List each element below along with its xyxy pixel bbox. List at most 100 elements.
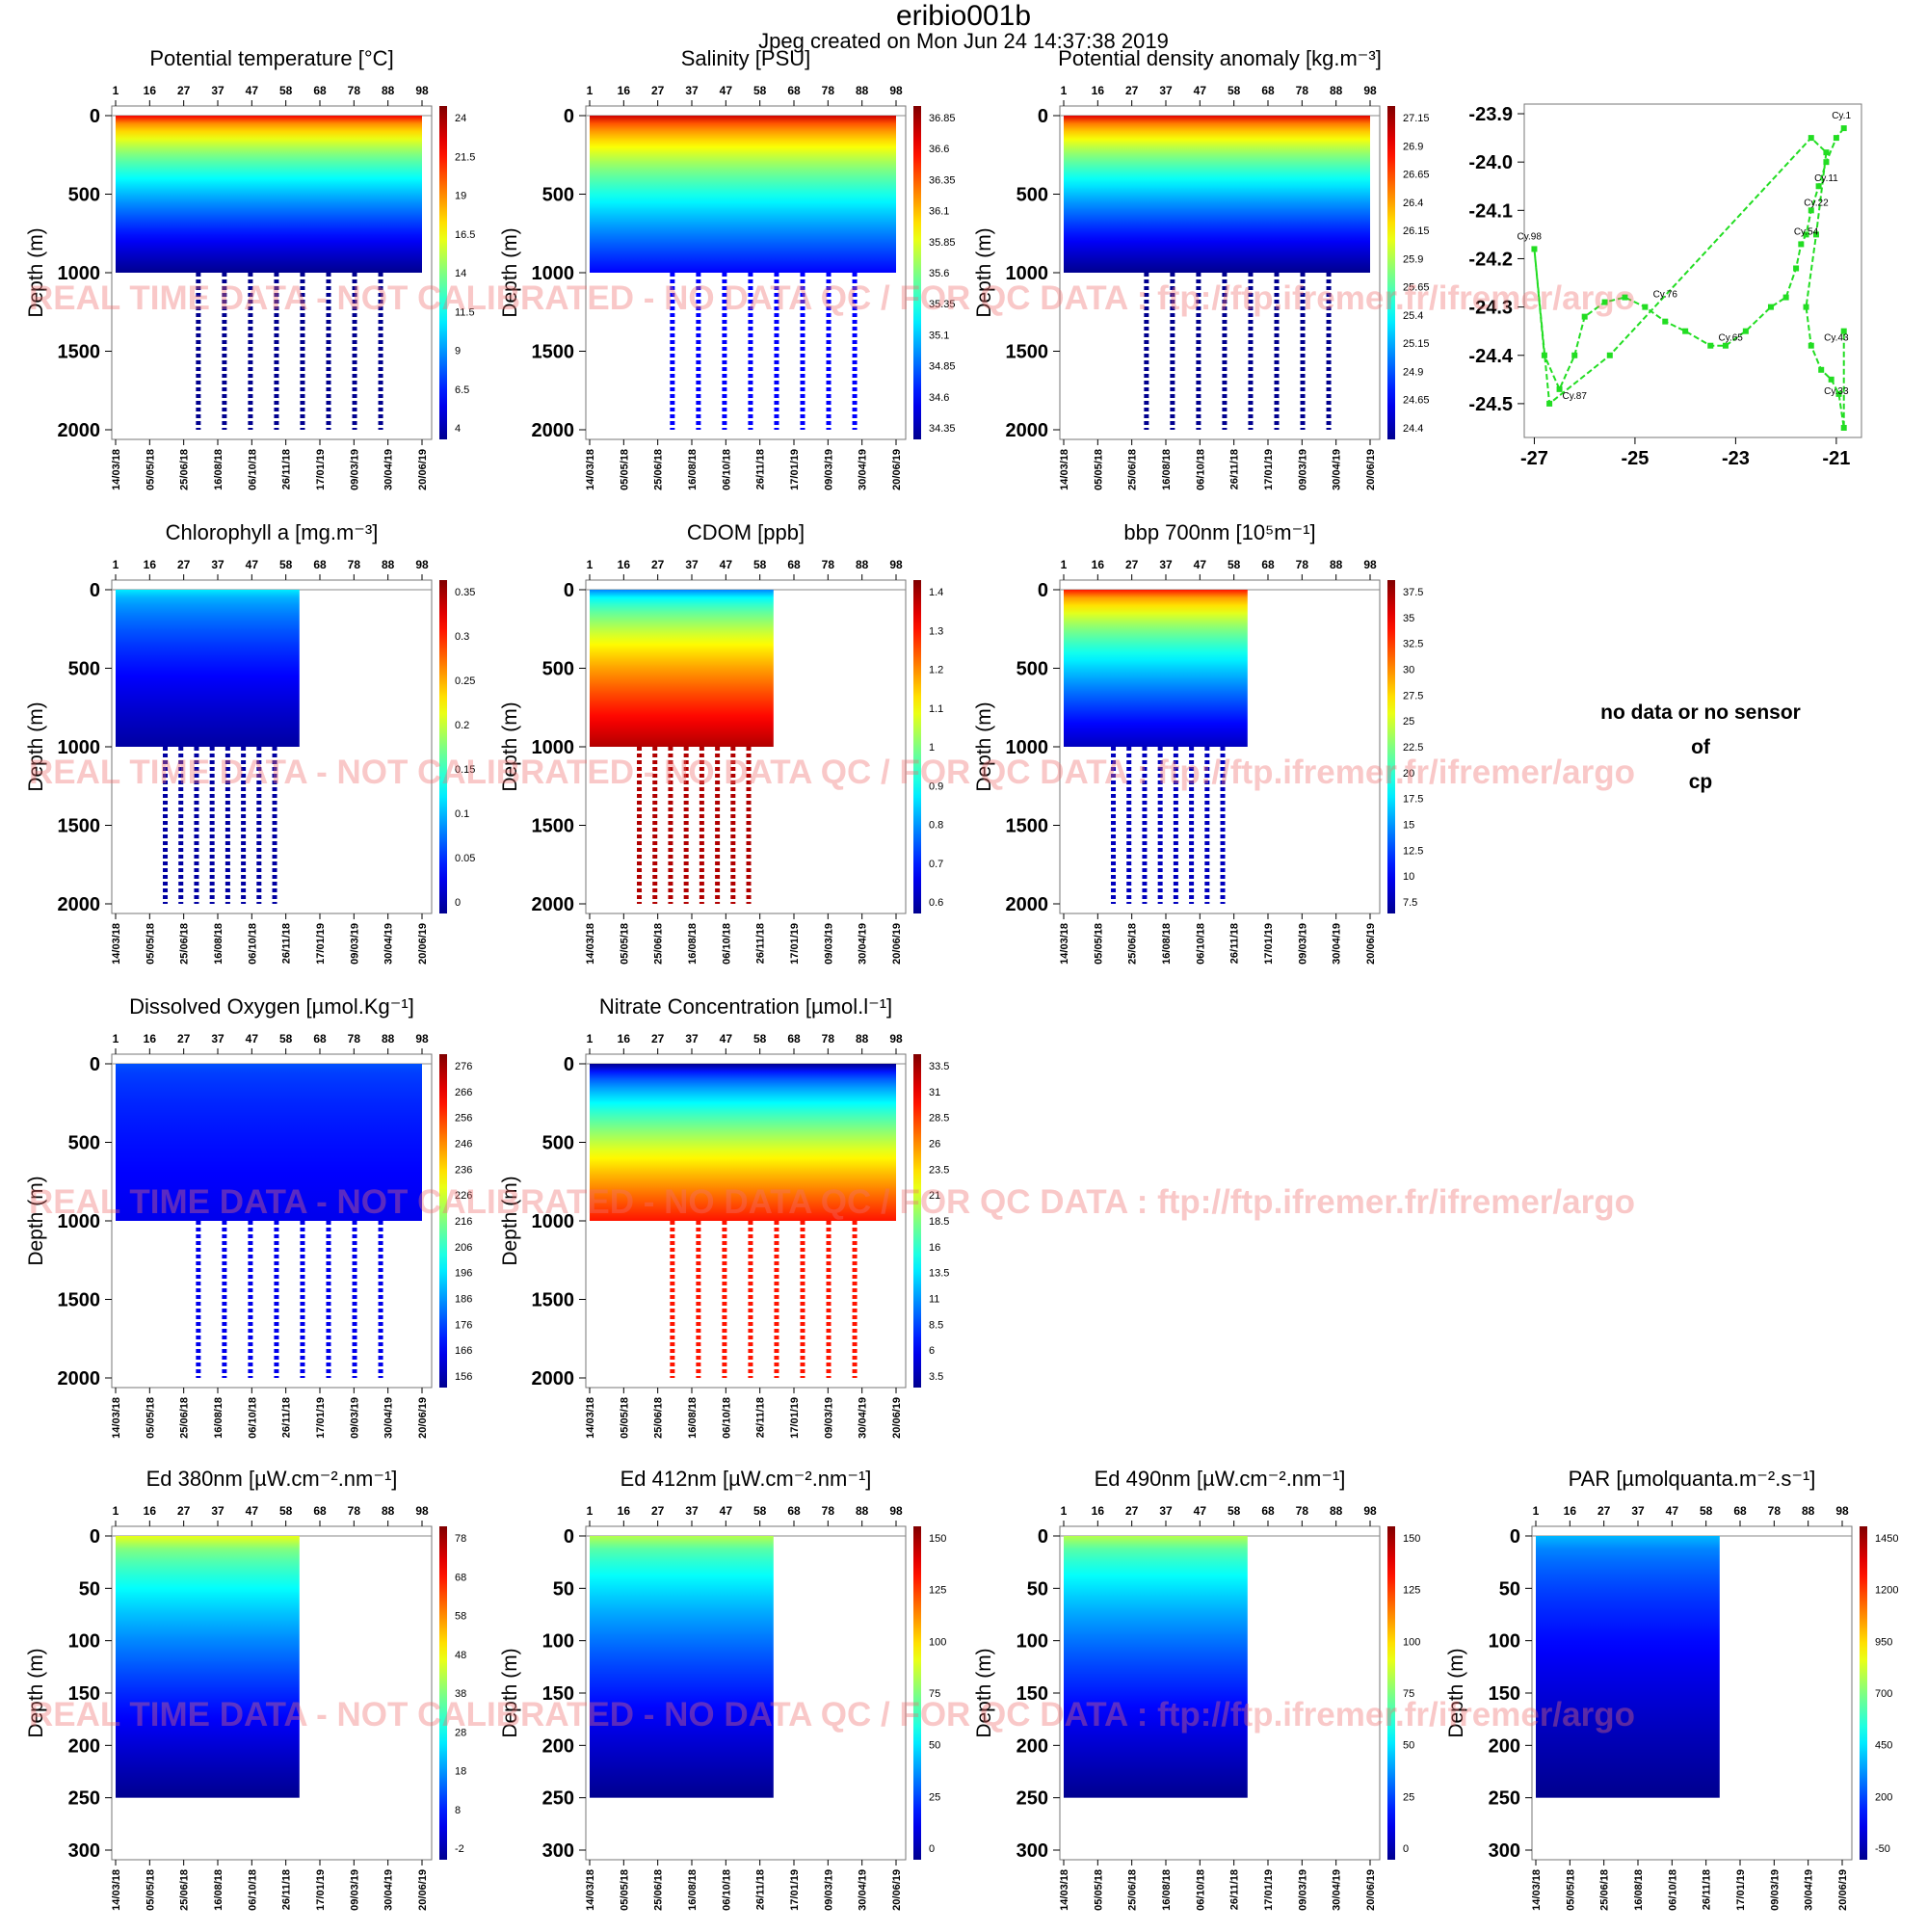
date-tick-label: 05/05/18 — [1093, 1869, 1104, 1911]
date-tick-label: 05/05/18 — [145, 1869, 156, 1911]
cycle-tick-label: 1 — [113, 84, 119, 97]
colorbar-label: 100 — [929, 1636, 946, 1648]
colorbar-label: 37.5 — [1403, 587, 1423, 598]
colorbar-label: 3.5 — [929, 1371, 943, 1383]
cycle-tick-label: 98 — [415, 84, 429, 97]
cycle-tick-label: 98 — [1363, 84, 1377, 97]
y-tick-label: 250 — [68, 1788, 100, 1810]
y-tick-label: 250 — [542, 1788, 574, 1810]
colorbar-label: 15 — [1403, 820, 1414, 832]
cycle-tick-label: 47 — [720, 84, 733, 97]
date-tick-label: 20/06/19 — [417, 1397, 429, 1439]
colorbar-label: 35.35 — [929, 299, 956, 310]
date-tick-label: 25/06/18 — [1599, 1869, 1611, 1911]
traj-x-tick-label: -27 — [1520, 448, 1548, 469]
panel-title: Salinity [PSU] — [681, 46, 811, 70]
trajectory-point — [1556, 385, 1563, 392]
colorbar — [439, 1526, 447, 1860]
colorbar-label: 12.5 — [1403, 845, 1423, 857]
cycle-tick-label: 78 — [1296, 558, 1309, 571]
cycle-tick-label: 27 — [177, 1504, 191, 1518]
panel-temp: Potential temperature [°C] 1 16 27 37 47 58 68 7… — [25, 46, 475, 490]
cycle-tick-label: 98 — [889, 1504, 903, 1518]
colorbar-label: 28.5 — [929, 1113, 949, 1125]
colorbar-label: 75 — [929, 1688, 940, 1700]
date-tick-label: 05/05/18 — [619, 1869, 630, 1911]
date-tick-label: 20/06/19 — [1365, 923, 1377, 965]
y-tick-label: 2000 — [532, 1368, 575, 1389]
no-data-message: no data or no sensor of cp — [1542, 696, 1860, 800]
cycle-tick-label: 47 — [720, 1504, 733, 1518]
date-tick-label: 16/08/18 — [1633, 1869, 1645, 1911]
cycle-tick-label: 78 — [1296, 1504, 1309, 1518]
colorbar-label: 0.1 — [455, 808, 469, 820]
colorbar — [1387, 106, 1395, 439]
date-tick-label: 14/03/18 — [111, 1397, 122, 1439]
y-tick-label: 200 — [1016, 1735, 1048, 1757]
cycle-tick-label: 58 — [1227, 1504, 1241, 1518]
cycle-tick-label: 47 — [246, 1032, 259, 1045]
trajectory-point — [1546, 400, 1553, 407]
colorbar-label: 24 — [455, 113, 466, 124]
trajectory-cycle-label: Cy.11 — [1814, 173, 1838, 184]
y-tick-label: 250 — [1016, 1788, 1048, 1810]
date-tick-label: 09/03/19 — [1297, 923, 1308, 965]
cycle-tick-label: 58 — [1227, 558, 1241, 571]
date-tick-label: 05/05/18 — [145, 1397, 156, 1439]
trajectory-point — [1606, 352, 1613, 358]
y-tick-label: 0 — [564, 106, 574, 127]
colorbar-label: 1.4 — [929, 587, 943, 598]
cycle-tick-label: 1 — [1061, 558, 1068, 571]
y-tick-label: 2000 — [1006, 420, 1049, 441]
date-tick-label: 09/03/19 — [1297, 449, 1308, 490]
cycle-tick-label: 88 — [382, 1504, 395, 1518]
cycle-tick-label: 88 — [856, 1032, 869, 1045]
panel-trajectory: -27 -25 -23 -21 -23.9 -24.0 -24.1 -24.2 -24.3 -24… — [1468, 103, 1862, 469]
data-field — [590, 116, 896, 273]
data-field — [1064, 1536, 1248, 1798]
cycle-tick-label: 58 — [753, 84, 767, 97]
colorbar-label: 17.5 — [1403, 794, 1423, 806]
cycle-tick-label: 68 — [1733, 1504, 1747, 1518]
trajectory-cycle-label: Cy.43 — [1824, 333, 1849, 344]
date-tick-label: 25/06/18 — [1127, 449, 1139, 490]
date-tick-label: 16/08/18 — [213, 1397, 224, 1439]
colorbar-label: 35.6 — [929, 268, 949, 279]
trajectory-cycle-label: Cy.98 — [1518, 231, 1543, 242]
y-axis-label: Depth (m) — [973, 1648, 995, 1737]
y-tick-label: 500 — [68, 659, 100, 680]
colorbar-label: 14 — [455, 268, 466, 279]
colorbar-label: 25.9 — [1403, 253, 1423, 265]
data-field — [590, 1064, 896, 1221]
traj-y-tick-label: -24.1 — [1468, 200, 1513, 222]
date-tick-label: 30/04/19 — [858, 923, 869, 965]
colorbar-label: 166 — [455, 1345, 472, 1357]
colorbar-label: 246 — [455, 1139, 472, 1151]
date-tick-label: 06/10/18 — [247, 1869, 258, 1911]
colorbar-label: 27.15 — [1403, 113, 1430, 124]
cycle-tick-label: 68 — [787, 84, 801, 97]
data-field — [116, 590, 300, 747]
cycle-tick-label: 16 — [618, 558, 631, 571]
cycle-tick-label: 47 — [246, 1504, 259, 1518]
date-tick-label: 17/01/19 — [1263, 1869, 1275, 1911]
colorbar-label: 1 — [929, 742, 935, 754]
data-field — [1536, 1536, 1720, 1798]
colorbar-label: 26.9 — [1403, 141, 1423, 152]
cycle-tick-label: 78 — [1768, 1504, 1782, 1518]
colorbar-label: 11.5 — [455, 306, 475, 318]
date-tick-label: 06/10/18 — [1195, 923, 1206, 965]
colorbar-label: 176 — [455, 1319, 472, 1331]
date-tick-label: 20/06/19 — [891, 449, 903, 490]
colorbar-label: 50 — [929, 1740, 940, 1752]
y-tick-label: 50 — [553, 1578, 574, 1600]
colorbar-label: 13.5 — [929, 1268, 949, 1280]
cycle-tick-label: 27 — [177, 1032, 191, 1045]
date-tick-label: 09/03/19 — [349, 1869, 360, 1911]
cycle-tick-label: 78 — [348, 558, 361, 571]
cycle-tick-label: 88 — [1330, 1504, 1343, 1518]
y-tick-label: 1000 — [58, 737, 101, 758]
colorbar-label: 78 — [455, 1533, 466, 1545]
colorbar-label: 31 — [929, 1087, 940, 1098]
cycle-tick-label: 88 — [382, 1032, 395, 1045]
